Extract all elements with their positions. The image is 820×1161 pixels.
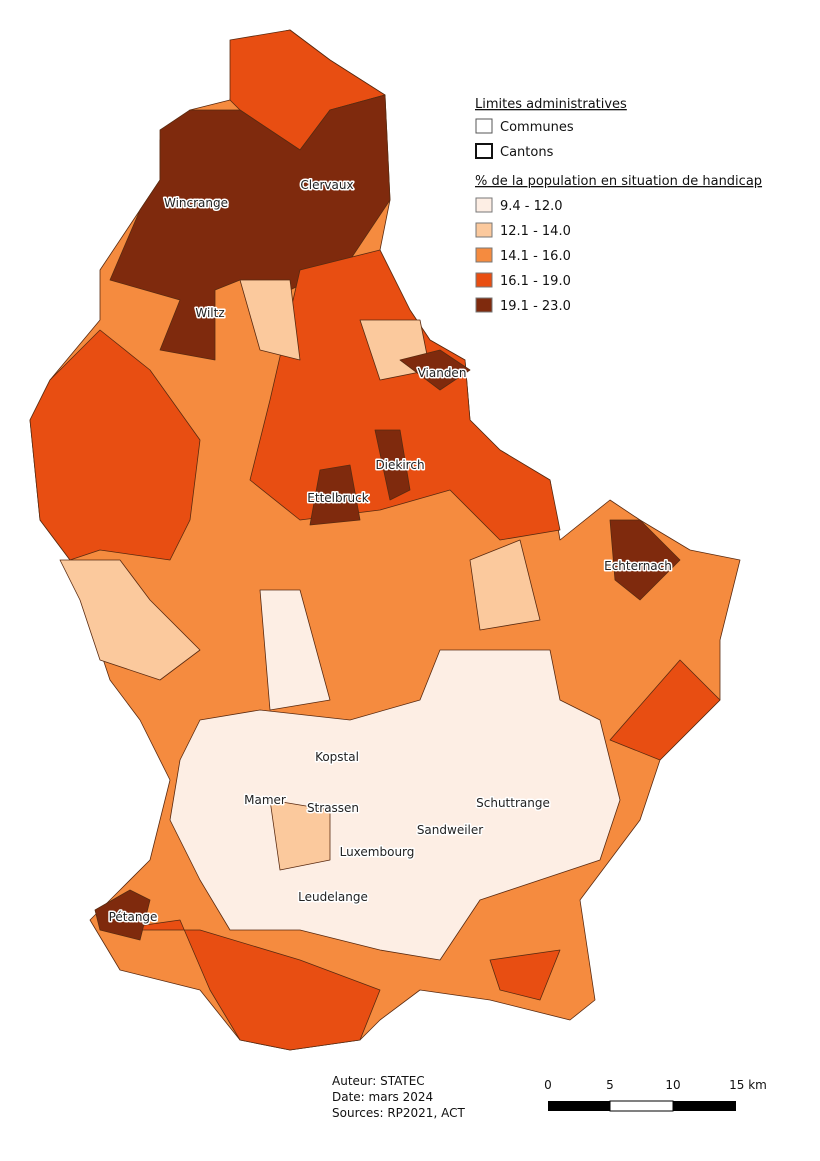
place-label: Diekirch [375,458,424,472]
scale-bar: 0 5 10 15 km [544,1078,767,1112]
place-label: Vianden [418,366,467,380]
region [609,519,681,601]
scale-segment [548,1101,610,1111]
legend: Limites administratives Communes Cantons… [475,97,762,314]
region [109,919,381,1051]
region [239,279,301,361]
place-label: Echternach [604,559,672,573]
region [29,329,201,561]
place-label: Mamer [244,793,286,807]
legend-swatch [475,247,493,263]
place-label: Leudelange [298,890,368,904]
scale-label: 5 [606,1078,614,1092]
region [469,539,541,631]
place-label: Luxembourg [340,845,415,859]
region [259,589,331,711]
credit: Date: mars 2024 [332,1090,433,1104]
region [249,249,561,541]
place-label: Ettelbruck [307,491,368,505]
place-label: Wiltz [195,306,224,320]
legend-item: Cantons [500,145,554,160]
region [309,464,361,526]
region [374,429,411,501]
region [59,559,201,681]
legend-swatch [475,197,493,213]
legend-item: Communes [500,120,574,135]
legend-classes: 9.4 - 12.0 12.1 - 14.0 14.1 - 16.0 16.1 - 1… [475,197,571,314]
place-label: Kopstal [315,750,359,764]
region [609,659,721,761]
credit: Sources: RP2021, ACT [332,1106,465,1120]
legend-swatch [475,272,493,288]
scale-segment [609,1100,674,1112]
scale-label: 10 [665,1078,680,1092]
place-label: Strassen [307,801,359,815]
legend-swatch [475,222,493,238]
legend-item: 9.4 - 12.0 [500,199,563,214]
region [169,649,621,961]
legend-item: 16.1 - 19.0 [500,274,571,289]
scale-label: 15 km [729,1078,767,1092]
scale-label: 0 [544,1078,552,1092]
legend-item: 19.1 - 23.0 [500,299,571,314]
place-label: Schuttrange [476,796,550,810]
legend-swatch [475,143,493,159]
map-regions [29,29,741,1051]
scale-segment [673,1101,736,1111]
region [269,799,331,871]
region [489,949,561,1001]
place-label: Pétange [109,910,158,924]
region [94,889,151,941]
region [399,349,471,391]
place-label: Clervaux [300,178,353,192]
legend-item: 12.1 - 14.0 [500,224,571,239]
credit: Auteur: STATEC [332,1074,425,1088]
place-labels: Wincrange Clervaux Wiltz Vianden Diekirc… [107,177,673,926]
legend-heading: Limites administratives [475,97,627,112]
place-label: Wincrange [164,196,228,210]
legend-swatch [475,118,493,134]
place-label: Sandweiler [417,823,483,837]
credits: Auteur: STATEC Date: mars 2024 Sources: … [332,1074,465,1120]
legend-swatch [475,297,493,313]
legend-heading: % de la population en situation de handi… [475,174,762,189]
legend-item: 14.1 - 16.0 [500,249,571,264]
